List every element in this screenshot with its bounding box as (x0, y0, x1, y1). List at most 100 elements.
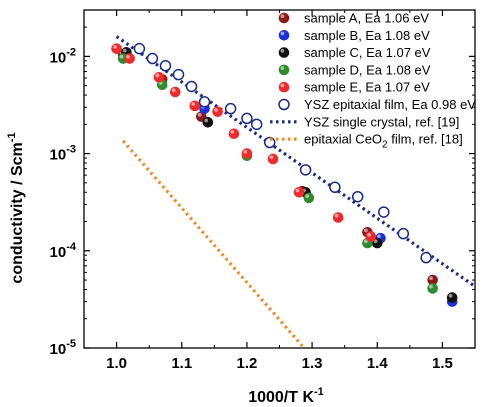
y-tick-base: 10 (50, 244, 67, 261)
series-4-point (293, 186, 305, 198)
legend-label: sample B, Ea 1.08 eV (304, 28, 430, 43)
y-tick-base: 10 (50, 147, 67, 164)
legend-item: sample A, Ea 1.06 eV (278, 11, 429, 26)
legend-dot-swatch (278, 12, 290, 24)
series-4-point-highlight (367, 232, 372, 237)
series-5-point (378, 206, 390, 218)
legend-label: YSZ single crystal, ref. [19] (304, 114, 459, 129)
series-4-point-fill (153, 71, 165, 83)
series-4-point-fill (332, 212, 344, 223)
series-5-point (185, 80, 198, 93)
x-tick-label: 1.3 (302, 355, 323, 372)
plot-border (83, 9, 476, 349)
series-2-point-highlight (122, 48, 127, 53)
y-tick-exponent: -5 (66, 338, 76, 350)
legend-label-text: sample A, Ea 1.06 eV (304, 11, 429, 26)
legend-item: sample C, Ea 1.07 eV (278, 45, 431, 60)
series-4-point-highlight (113, 44, 117, 49)
series-5-point (250, 118, 263, 131)
legend-dot-swatch (278, 64, 290, 76)
series-0-point (427, 274, 438, 286)
legend-dot-swatch (278, 30, 290, 41)
series-4-point-fill (293, 186, 305, 198)
series-5-point (172, 68, 185, 81)
series-0-point-highlight (363, 228, 368, 233)
legend-item: YSZ epitaxial film, Ea 0.98 eV (278, 97, 476, 112)
series-4-point (241, 148, 253, 159)
series-1-point-highlight (377, 234, 381, 239)
series-3-point (427, 283, 438, 294)
series-4-point (212, 106, 223, 117)
y-tick-base: 10 (50, 341, 67, 358)
legend-dot-swatch-fill (278, 81, 290, 93)
y-axis-label-sup: -1 (6, 132, 18, 142)
series-4-point (153, 71, 165, 83)
legend-item: sample D, Ea 1.08 eV (278, 62, 431, 77)
legend-label: sample A, Ea 1.06 eV (304, 11, 429, 26)
series-4-point (267, 153, 279, 165)
x-tick-label: 1.2 (236, 355, 257, 372)
series-2-point (202, 116, 214, 128)
series-4-point-highlight (230, 130, 235, 134)
legend-item: epitaxial CeO2 film, ref. [18] (270, 132, 463, 151)
series-4-point-fill (111, 43, 122, 54)
series-4-point-fill (241, 148, 253, 159)
series-4-point-fill (365, 231, 377, 242)
series-0-point-highlight (429, 276, 433, 281)
series-7-dotted-line (121, 139, 304, 347)
series-5-point (198, 96, 211, 108)
x-axis: 1.0 1.1 1.2 1.3 1.4 1.5 (106, 10, 453, 372)
legend-label-text: epitaxial CeO (304, 132, 382, 147)
series-5-point (159, 60, 172, 72)
legend-label: epitaxial CeO2 film, ref. [18] (304, 132, 463, 151)
legend-dot-swatch-highlight (280, 31, 285, 36)
legend-dot-swatch (278, 47, 290, 58)
legend-dot-swatch (278, 81, 290, 93)
series-5-point (351, 190, 364, 203)
series-4-point-highlight (171, 88, 176, 93)
y-tick-exponent: -4 (66, 241, 77, 253)
series-4-point-fill (267, 153, 279, 165)
x-tick-label: 1.1 (171, 355, 192, 372)
legend-label: sample D, Ea 1.08 eV (304, 62, 431, 77)
series-2-point (446, 292, 458, 303)
legend-label-sub: 2 (382, 140, 388, 151)
x-axis-label-text: 1000/T K (248, 389, 314, 406)
legend-item: sample B, Ea 1.08 eV (278, 28, 430, 43)
series-4-point-highlight (334, 213, 339, 218)
x-axis-label: 1000/T K-1 (248, 386, 324, 406)
series-5-point (397, 227, 410, 240)
series-5-point (133, 42, 146, 55)
series-4-point-highlight (269, 155, 274, 160)
legend-label-text: sample B, Ea 1.08 eV (304, 28, 430, 43)
legend-label: YSZ epitaxial film, Ea 0.98 eV (304, 97, 476, 112)
series-3-point-highlight (119, 54, 124, 59)
y-tick-exponent: -3 (66, 144, 76, 156)
series-3-point-highlight (363, 239, 368, 244)
series-5-point (263, 136, 276, 149)
series-3-point (303, 192, 315, 204)
series-4-point-highlight (126, 54, 130, 59)
x-axis-label-sup: -1 (314, 386, 324, 398)
y-axis-label: conductivity / Scm-1 (6, 132, 26, 283)
y-tick-label: 10-2 (50, 46, 76, 66)
series-3-point-highlight (305, 194, 310, 199)
legend-item: YSZ single crystal, ref. [19] (270, 114, 459, 129)
series-2-point-highlight (448, 293, 453, 298)
legend-dot-swatch-fill (278, 47, 290, 58)
legend-label-text: YSZ single crystal, ref. [19] (304, 114, 459, 129)
series-3-point-highlight (429, 284, 433, 289)
series-2-point-fill (446, 292, 458, 303)
series-3-point-fill (427, 283, 438, 294)
series-2-point-highlight (204, 118, 209, 123)
legend: sample A, Ea 1.06 eV sample B, Ea 1.08 eV… (270, 11, 476, 151)
y-axis: 10-210-310-410-5 (50, 9, 475, 358)
legend-dot-swatch-fill (278, 64, 290, 76)
series-2-point-fill (202, 116, 214, 128)
series-4-point-fill (189, 100, 201, 112)
series-4-point-highlight (295, 188, 300, 193)
legend-dot-swatch-fill (278, 30, 290, 41)
legend-dot-swatch-highlight (280, 83, 285, 88)
data-points (111, 42, 458, 307)
